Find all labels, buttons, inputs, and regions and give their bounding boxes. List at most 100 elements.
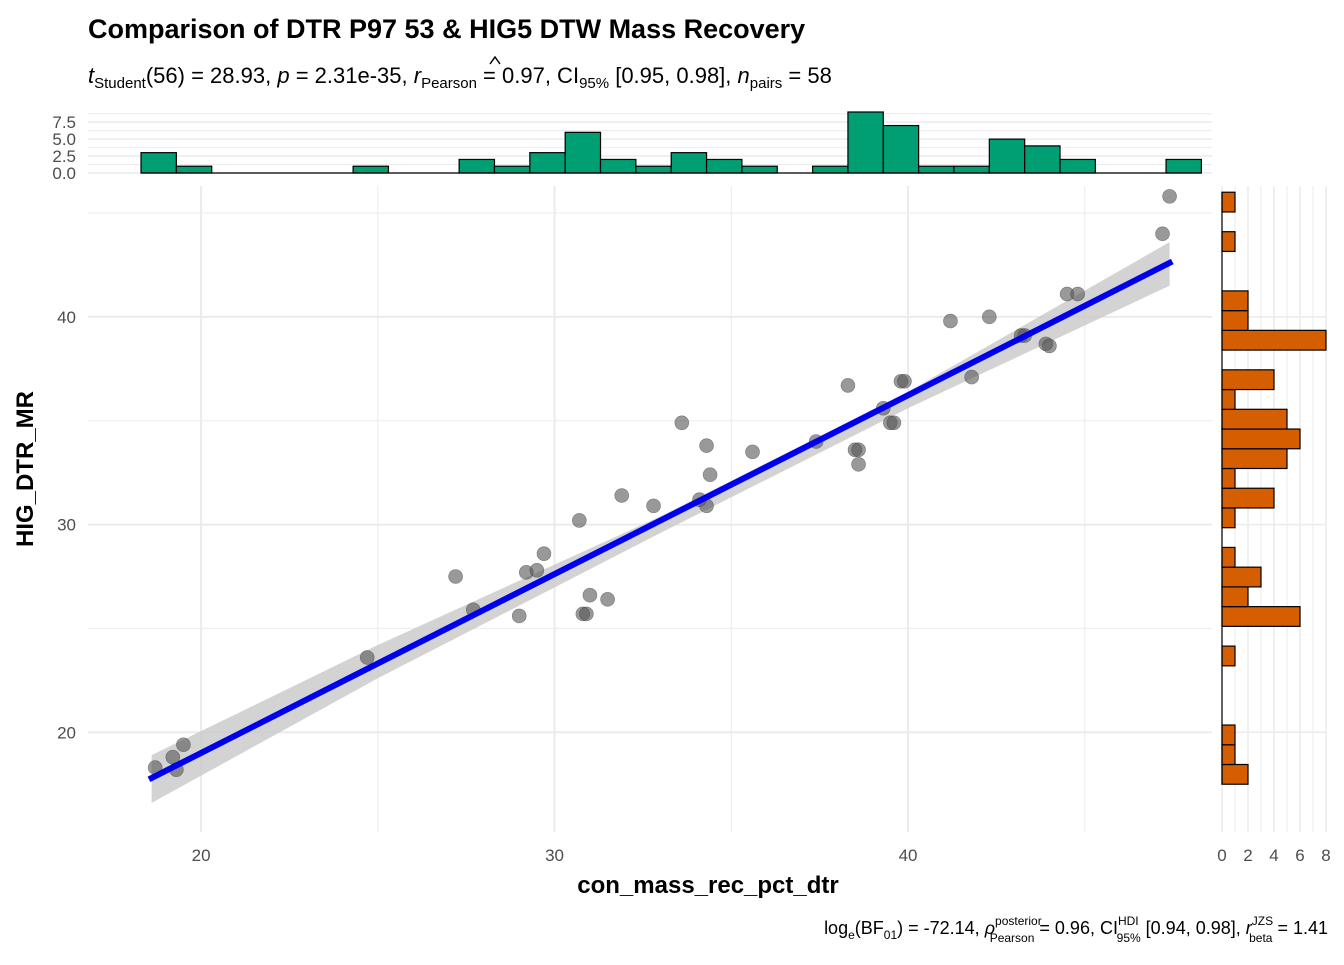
top-hist-bar	[811, 165, 849, 174]
x-axis-label: con_mass_rec_pct_dtr	[577, 872, 838, 899]
top-marginal-histogram: 0.02.55.07.5	[52, 111, 1212, 183]
side-hist-tick-label: 8	[1321, 846, 1330, 865]
data-point	[851, 442, 866, 458]
data-point	[511, 608, 527, 624]
side-hist-tick-label: 0	[1217, 846, 1226, 865]
top-hist-bar	[705, 158, 743, 174]
top-hist-bar	[599, 158, 637, 174]
chart-caption: loge(BF01) = -72.14, ρposterior Pearson =…	[824, 914, 1328, 945]
data-point	[964, 369, 979, 385]
top-hist-bar	[635, 165, 672, 174]
top-hist-bar	[493, 165, 531, 174]
top-hist-tick-label: 5.0	[52, 130, 76, 149]
top-hist-bar	[988, 138, 1026, 174]
data-point	[359, 650, 375, 665]
data-point	[699, 438, 714, 453]
x-tick-label: 40	[899, 846, 918, 865]
main-scatter-panel: 20 30 40 20 30 40	[57, 186, 1212, 865]
data-point	[582, 587, 598, 603]
top-hist-bar	[140, 152, 177, 174]
data-point	[176, 737, 191, 753]
side-hist-bar	[1221, 724, 1236, 746]
side-hist-bar	[1221, 507, 1236, 529]
side-hist-bar	[1221, 428, 1301, 450]
top-hist-bar	[1165, 158, 1202, 174]
top-hist-bar	[1024, 145, 1061, 174]
data-point	[851, 457, 866, 472]
y-axis-tick-labels: 20 30 40	[57, 308, 76, 742]
side-hist-bar	[1221, 744, 1236, 766]
top-hist-bars	[140, 111, 1202, 174]
side-hist-bar	[1221, 231, 1236, 253]
side-hist-tick-label: 2	[1243, 846, 1252, 865]
side-hist-bar	[1221, 369, 1275, 391]
top-hist-bar	[1059, 158, 1096, 174]
data-point	[840, 378, 856, 393]
side-hist-grid	[1221, 186, 1327, 832]
side-hist-tick-label: 6	[1295, 846, 1304, 865]
data-point	[1162, 189, 1177, 204]
top-hist-bar	[918, 165, 955, 174]
data-point	[943, 313, 958, 329]
data-point	[897, 373, 912, 389]
main-grid	[88, 186, 1212, 832]
x-tick-label: 20	[192, 846, 211, 865]
side-hist-bars	[1221, 191, 1327, 785]
side-hist-bar	[1221, 546, 1236, 568]
side-hist-bar	[1221, 467, 1236, 489]
side-hist-bar	[1221, 586, 1249, 608]
data-point	[674, 415, 690, 431]
data-point	[572, 513, 587, 528]
data-point	[646, 498, 661, 514]
top-hist-bar	[529, 152, 566, 174]
top-hist-tick-label: 7.5	[52, 113, 76, 132]
data-point	[1070, 286, 1085, 302]
side-hist-bar	[1221, 290, 1249, 312]
side-hist-bar	[1221, 310, 1249, 331]
y-tick-label: 40	[57, 308, 76, 327]
data-point	[448, 569, 463, 584]
data-point	[702, 467, 718, 483]
side-hist-bar	[1221, 329, 1327, 351]
top-hist-bar	[175, 165, 213, 174]
data-point	[614, 488, 630, 503]
r-hat-accent	[489, 55, 501, 65]
top-hist-tick-label: 0.0	[52, 164, 76, 183]
chart-title: Comparison of DTR P97 53 & HIG5 DTW Mass…	[88, 14, 805, 44]
side-hist-bar	[1221, 408, 1288, 430]
side-hist-tick-label: 4	[1269, 846, 1278, 865]
regression-line	[147, 258, 1174, 783]
x-tick-label: 30	[545, 846, 564, 865]
data-point	[1155, 226, 1170, 242]
top-hist-tick-label: 2.5	[52, 147, 76, 166]
side-hist-bar	[1221, 448, 1288, 470]
top-hist-bar	[882, 124, 920, 174]
data-point	[745, 444, 760, 460]
data-point	[886, 415, 902, 431]
side-hist-bar	[1221, 763, 1249, 785]
data-point	[1042, 338, 1057, 354]
y-tick-label: 20	[57, 723, 76, 742]
data-point	[982, 309, 997, 325]
top-hist-bar	[741, 165, 778, 174]
side-hist-bar	[1221, 191, 1236, 213]
y-axis-label: HIG_DTR_MR	[12, 391, 39, 547]
data-point	[600, 592, 615, 607]
side-hist-bar	[1221, 645, 1236, 667]
data-point	[536, 546, 552, 561]
data-point	[529, 562, 545, 578]
top-hist-bar	[670, 152, 708, 174]
top-hist-bar	[352, 165, 390, 174]
x-axis-tick-labels: 20 30 40	[192, 846, 918, 865]
top-hist-bar	[564, 131, 602, 174]
data-point	[579, 606, 594, 622]
top-hist-bar	[847, 111, 884, 174]
side-hist-bar	[1221, 388, 1236, 410]
chart-subtitle: tStudent(56) = 28.93, p = 2.31e-35, rPea…	[88, 63, 832, 92]
y-tick-label: 30	[57, 516, 76, 535]
top-hist-bar	[953, 165, 990, 174]
side-hist-bar	[1221, 566, 1262, 588]
